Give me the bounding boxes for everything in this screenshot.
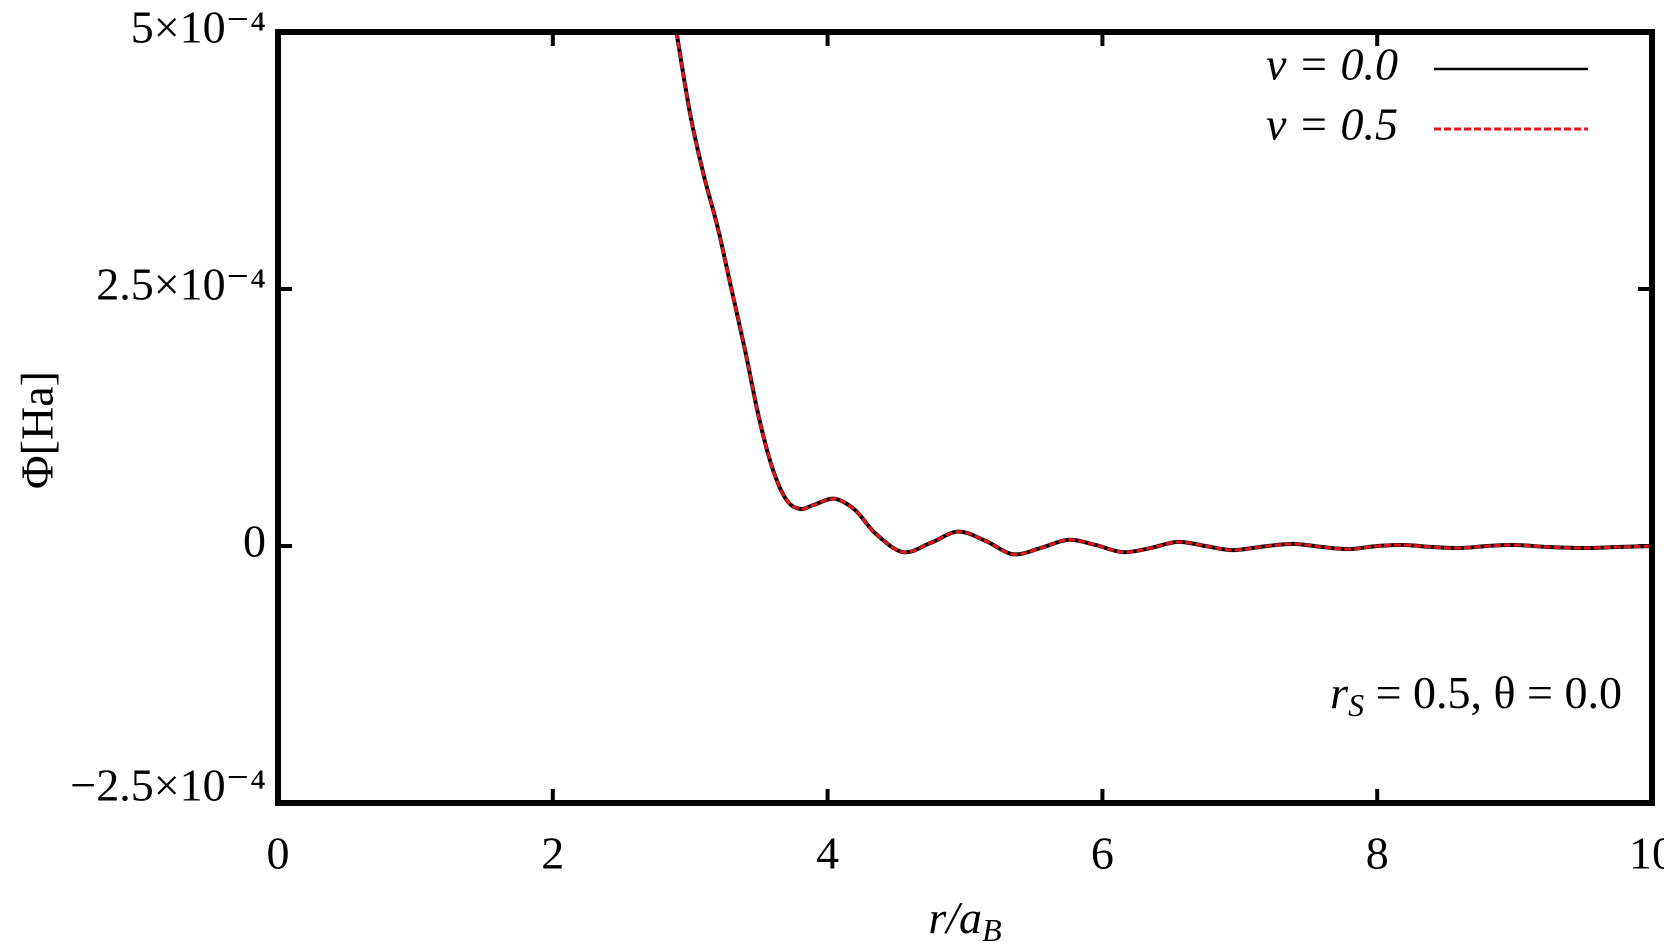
x-tick-label: 4 xyxy=(816,828,839,879)
y-tick-label: 2.5×10⁻⁴ xyxy=(96,259,266,310)
annotation-rest: = 0.5, θ = 0.0 xyxy=(1364,667,1622,718)
x-tick-label: 6 xyxy=(1091,828,1114,879)
series-line xyxy=(674,32,1652,557)
x-tick-label: 8 xyxy=(1366,828,1389,879)
plot-frame xyxy=(275,29,1655,806)
annotation-var: r xyxy=(1330,667,1349,718)
x-axis-label: r/aB xyxy=(928,892,1001,949)
x-axis-label-sub: B xyxy=(982,912,1002,948)
annotation-sub: S xyxy=(1348,687,1364,723)
x-tick-label: 0 xyxy=(267,828,290,879)
x-tick-label: 2 xyxy=(541,828,564,879)
y-tick-label: 5×10⁻⁴ xyxy=(131,2,266,53)
x-axis-label-main: r/a xyxy=(928,892,982,943)
annotation: rS = 0.5, θ = 0.0 xyxy=(1330,667,1622,724)
legend-label: ν = 0.0 xyxy=(1266,39,1398,90)
x-tick-label: 10 xyxy=(1629,828,1664,879)
y-tick-label: −2.5×10⁻⁴ xyxy=(70,760,266,811)
y-axis-label: Φ[Ha] xyxy=(12,371,63,489)
series-line xyxy=(674,32,1652,556)
y-tick-label: 0 xyxy=(243,516,266,567)
legend-label: ν = 0.5 xyxy=(1266,99,1398,150)
